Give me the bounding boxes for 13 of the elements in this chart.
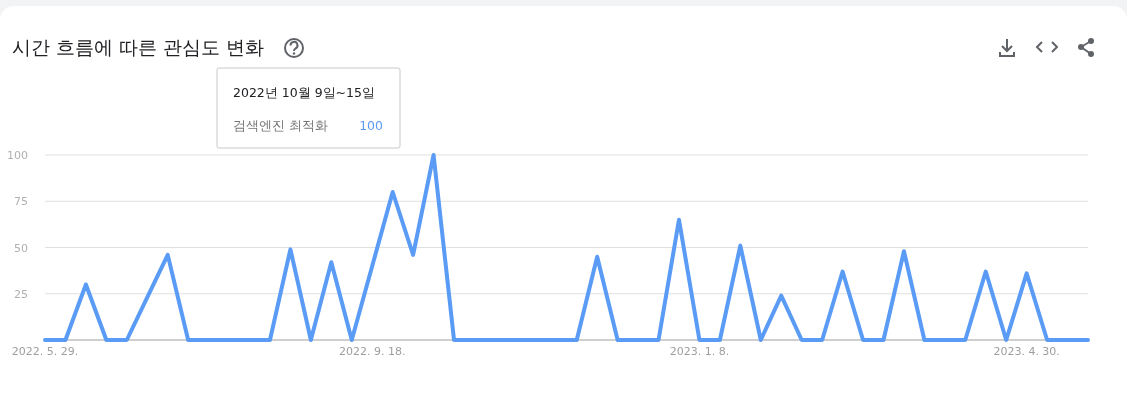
line-series <box>43 153 1090 342</box>
text: 100 <box>359 118 384 133</box>
text: 2022년 10월 9일~15일 <box>233 85 375 100</box>
x-tick-label: 2023. 4. 30. <box>993 345 1060 358</box>
text: 검색엔진 최적화 <box>233 118 328 133</box>
x-tick-label: 2022. 9. 18. <box>338 345 406 358</box>
chart-title: 시간 흐름에 따른 관심도 변화 <box>12 36 265 58</box>
x-tick-label: 2023. 1. 8. <box>669 345 730 358</box>
x-tick-label: 2022. 5. 29. <box>11 345 79 358</box>
y-tick-label: 50 <box>14 241 28 255</box>
y-tick-label: 75 <box>14 195 28 209</box>
y-tick-label: 25 <box>14 287 28 301</box>
y-tick-label: 100 <box>7 149 28 162</box>
